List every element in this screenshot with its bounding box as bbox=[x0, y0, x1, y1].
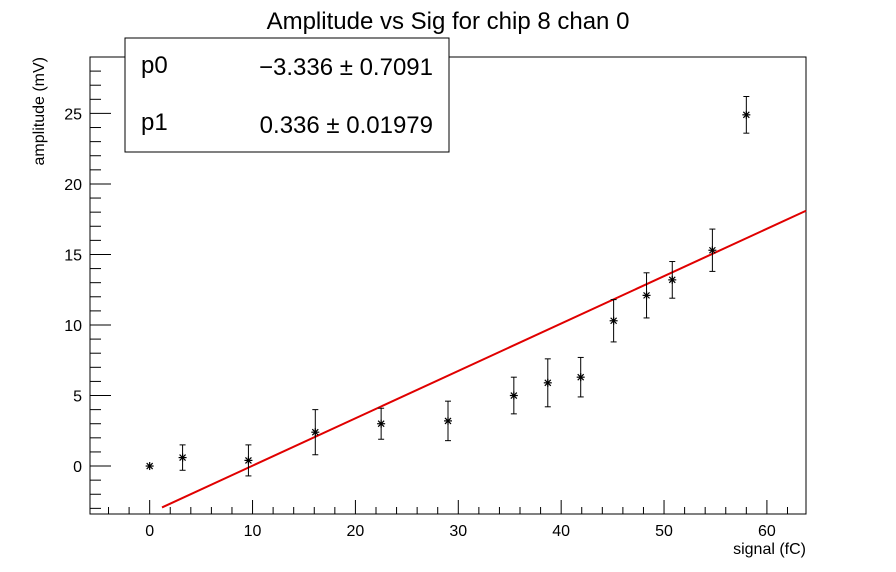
fit-line bbox=[161, 209, 807, 509]
data-point bbox=[742, 95, 751, 134]
data-points bbox=[145, 95, 751, 477]
marker-stroke bbox=[179, 454, 187, 462]
y-axis-label: amplitude (mV) bbox=[31, 57, 48, 165]
x-tick-label: 30 bbox=[449, 523, 467, 540]
marker-stroke bbox=[311, 428, 319, 436]
stats-p0-value: −3.336 ± 0.7091 bbox=[259, 54, 433, 81]
data-point bbox=[609, 299, 618, 343]
y-tick-label: 15 bbox=[64, 247, 82, 264]
axis-ticks bbox=[90, 56, 788, 514]
x-tick-label: 20 bbox=[347, 523, 365, 540]
chart-title: Amplitude vs Sig for chip 8 chan 0 bbox=[267, 8, 630, 35]
marker-stroke bbox=[610, 317, 618, 325]
marker-stroke bbox=[444, 417, 452, 425]
data-point bbox=[444, 400, 452, 442]
y-tick-label: 20 bbox=[64, 177, 82, 194]
stats-p1-name: p1 bbox=[141, 109, 168, 136]
stats-box: p0 −3.336 ± 0.7091 p1 0.336 ± 0.01979 bbox=[124, 37, 450, 153]
data-point bbox=[642, 272, 651, 319]
marker-stroke bbox=[742, 111, 750, 119]
marker-stroke bbox=[668, 276, 676, 284]
y-tick-label: 25 bbox=[64, 106, 82, 123]
x-tick-label: 60 bbox=[758, 523, 776, 540]
data-point bbox=[377, 407, 386, 440]
data-point bbox=[244, 444, 253, 477]
stats-p1-value: 0.336 ± 0.01979 bbox=[260, 112, 433, 139]
x-tick-label: 0 bbox=[145, 523, 154, 540]
marker-stroke bbox=[643, 291, 650, 299]
data-point bbox=[668, 261, 677, 299]
data-point bbox=[145, 462, 154, 471]
y-tick-label: 5 bbox=[73, 389, 82, 406]
fit-layer bbox=[161, 209, 807, 509]
stats-p0-name: p0 bbox=[141, 52, 168, 79]
x-tick-label: 50 bbox=[655, 523, 673, 540]
x-tick-label: 10 bbox=[244, 523, 262, 540]
y-tick-label: 10 bbox=[64, 318, 82, 335]
data-point bbox=[576, 356, 585, 398]
data-point bbox=[311, 409, 320, 456]
y-tick-label: 0 bbox=[73, 459, 82, 476]
tick-labels: 0 10 20 30 40 50 60 0 5 10 15 20 25 bbox=[64, 106, 776, 540]
marker-stroke bbox=[708, 246, 716, 254]
marker-stroke bbox=[577, 373, 585, 381]
data-point bbox=[509, 376, 518, 415]
marker-stroke bbox=[245, 456, 252, 464]
data-point bbox=[543, 358, 552, 408]
data-point bbox=[178, 444, 187, 471]
stats-box-frame bbox=[124, 37, 450, 153]
data-point bbox=[708, 228, 717, 272]
x-tick-label: 40 bbox=[552, 523, 570, 540]
marker-stroke bbox=[377, 420, 385, 428]
marker-stroke bbox=[146, 462, 154, 470]
x-axis-label: signal (fC) bbox=[733, 541, 806, 558]
marker-stroke bbox=[510, 392, 518, 399]
marker-stroke bbox=[544, 379, 552, 387]
